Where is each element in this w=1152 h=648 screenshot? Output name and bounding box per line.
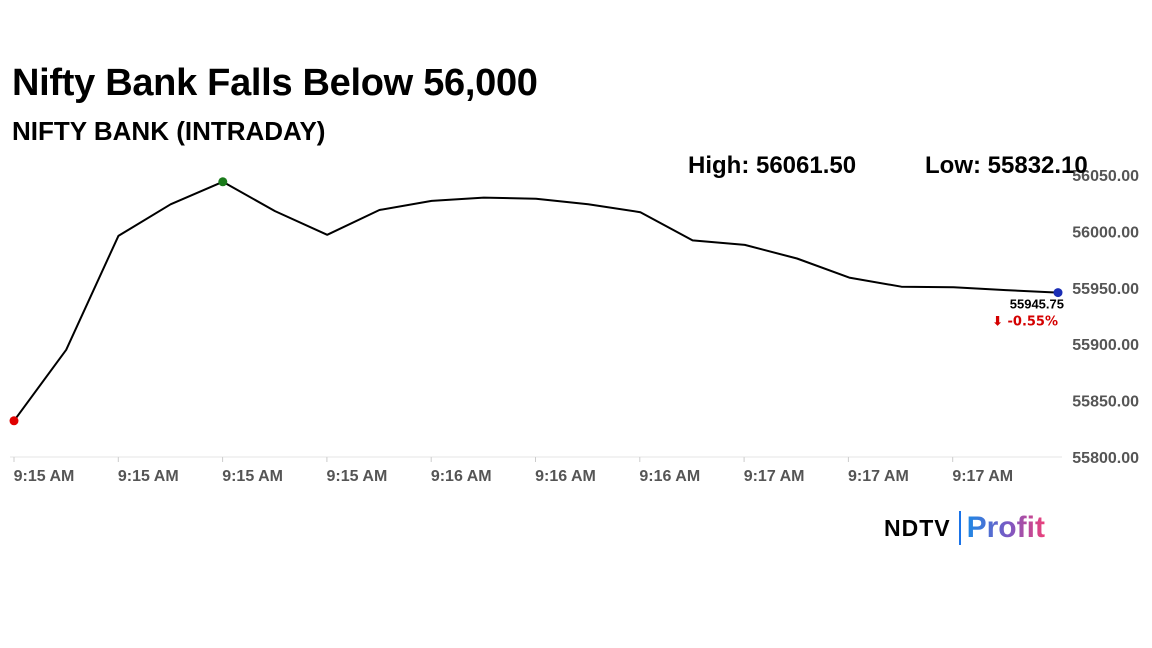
x-tick-label: 9:15 AM [14,468,75,485]
chart-subtitle: NIFTY BANK (INTRADAY) [12,116,326,146]
change-label: ⬇ -0.55% [992,315,1058,330]
last-point-marker [1053,288,1063,298]
logo-separator [958,511,961,545]
y-tick-label: 55950.00 [1072,281,1139,298]
x-tick-label: 9:17 AM [744,468,805,485]
x-tick-label: 9:15 AM [222,468,283,485]
y-tick-label: 56000.00 [1072,224,1139,241]
headline: Nifty Bank Falls Below 56,000 [12,62,538,104]
y-tick-label: 55900.00 [1072,337,1139,354]
x-tick-label: 9:15 AM [118,468,179,485]
high-value: High: 56061.50 [688,152,857,179]
x-tick-label: 9:16 AM [639,468,700,485]
low-point-marker [9,416,19,426]
high-point-marker [218,177,228,187]
x-tick-label: 9:17 AM [848,468,909,485]
x-tick-label: 9:15 AM [327,468,388,485]
brand-logo: NDTV Profit [884,508,1045,548]
y-tick-label: 55800.00 [1072,450,1139,467]
logo-profit: Profit [966,511,1045,544]
x-tick-label: 9:16 AM [431,468,492,485]
low-value: Low: 55832.10 [925,152,1088,179]
price-line [13,180,1059,422]
y-tick-label: 55850.00 [1072,394,1139,411]
logo-ndtv: NDTV [884,514,951,541]
last-value-label: 55945.75 [1010,297,1064,312]
x-tick-label: 9:17 AM [952,468,1013,485]
y-tick-label: 56050.00 [1072,168,1139,185]
x-tick-label: 9:16 AM [535,468,596,485]
